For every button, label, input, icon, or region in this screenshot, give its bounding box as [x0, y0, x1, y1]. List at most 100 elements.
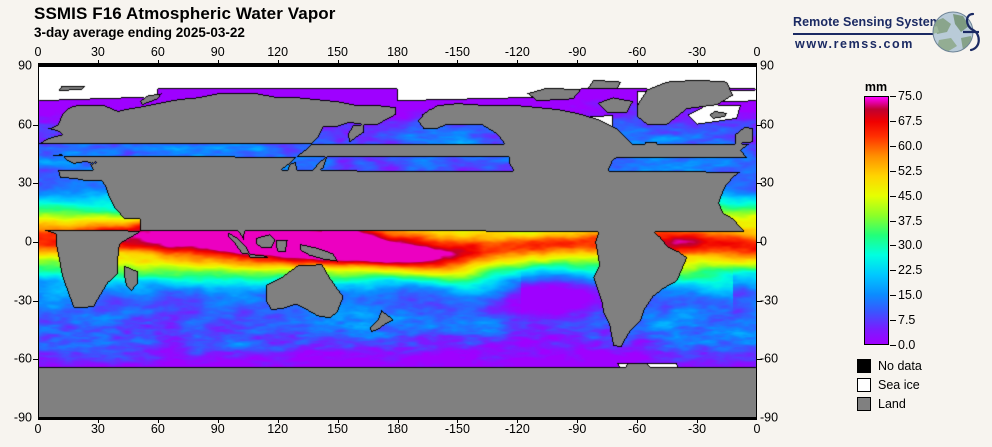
legend-item-sea-ice: Sea ice [857, 376, 922, 394]
x-tick-mark [337, 60, 339, 65]
colorbar-tick-label: 67.5 [898, 113, 923, 128]
title-block: SSMIS F16 Atmospheric Water Vapor 3-day … [34, 4, 336, 41]
y-axis-tick-right: 0 [760, 234, 767, 249]
colorbar-tick-label: 7.5 [898, 313, 916, 328]
water-vapor-field [38, 66, 757, 418]
x-tick-mark [577, 60, 579, 65]
x-tick-mark [277, 60, 279, 65]
y-tick-mark [33, 242, 38, 243]
x-tick-mark [397, 60, 399, 65]
y-tick-mark [757, 300, 762, 302]
x-tick-mark [637, 60, 639, 65]
x-axis-tick-top: -30 [688, 45, 707, 59]
x-axis-tick-bottom: 120 [267, 422, 289, 436]
y-axis-tick-left: 90 [18, 58, 32, 73]
y-axis-tick-right: 60 [760, 117, 774, 132]
map-legend: No data Sea ice Land [857, 357, 922, 414]
x-tick-mark [157, 60, 159, 65]
colorbar-tick-label: 45.0 [898, 188, 923, 203]
colorbar-tick-mark [890, 220, 896, 222]
colorbar-tick-mark [890, 245, 896, 247]
y-axis-tick-left: -90 [13, 410, 32, 425]
no-data-swatch-icon [857, 359, 871, 373]
logo-divider [793, 33, 939, 35]
y-axis-tick-right: -30 [760, 293, 779, 308]
x-axis-tick-bottom: 0 [34, 422, 42, 436]
colorbar-tick-label: 15.0 [898, 288, 923, 303]
sea-ice-swatch-icon [857, 378, 871, 392]
colorbar-tick-mark [890, 345, 896, 346]
colorbar[interactable] [864, 96, 889, 345]
colorbar-tick-mark [890, 195, 896, 197]
colorbar-tick-mark [890, 145, 896, 147]
colorbar-tick-label: 37.5 [898, 213, 923, 228]
x-axis-tick-bottom: -120 [504, 422, 530, 436]
y-tick-mark [33, 183, 38, 185]
x-axis-tick-top: 180 [387, 45, 408, 59]
x-tick-mark [637, 418, 639, 423]
x-tick-mark [97, 60, 99, 65]
x-tick-mark [397, 418, 399, 423]
page-subtitle: 3-day average ending 2025-03-22 [34, 25, 245, 40]
colorbar-tick-label: 52.5 [898, 163, 923, 178]
x-axis-tick-top: 90 [210, 45, 225, 59]
x-axis-tick-top: 0 [34, 45, 42, 59]
x-axis-tick-top: 30 [90, 45, 105, 59]
x-tick-mark [697, 60, 699, 65]
y-axis-tick-right: -90 [760, 410, 779, 425]
y-axis-tick-right: -60 [760, 351, 779, 366]
y-tick-mark [33, 359, 38, 361]
x-axis-tick-bottom: -60 [628, 422, 647, 436]
y-tick-mark [757, 124, 762, 126]
x-axis-tick-bottom: 60 [150, 422, 165, 436]
y-tick-mark [757, 242, 762, 243]
x-axis-tick-bottom: -150 [444, 422, 470, 436]
y-axis-tick-right: 90 [760, 58, 774, 73]
remss-logo: Remote Sensing Systems www.remss.com [793, 6, 983, 58]
globe-icon [929, 6, 983, 63]
y-axis-tick-right: 30 [760, 175, 774, 190]
x-tick-mark [517, 60, 519, 65]
x-tick-mark [157, 418, 159, 423]
y-tick-mark [33, 300, 38, 302]
colorbar-tick-label: 0.0 [898, 338, 916, 352]
colorbar-tick-mark [890, 295, 896, 297]
logo-website: www.remss.com [795, 37, 914, 51]
x-tick-mark [697, 418, 699, 423]
y-axis-tick-left: 60 [18, 117, 32, 132]
colorbar-tick-mark [890, 170, 896, 172]
x-axis-tick-bottom: 150 [327, 422, 349, 436]
x-tick-mark [457, 418, 459, 423]
x-tick-mark [217, 60, 219, 65]
y-axis-tick-left: -60 [13, 351, 32, 366]
legend-label: Land [878, 397, 906, 411]
colorbar-tick-label: 30.0 [898, 238, 923, 253]
x-tick-mark [217, 418, 219, 423]
x-axis-tick-top: -150 [444, 45, 470, 59]
y-tick-mark [33, 124, 38, 126]
x-tick-mark [97, 418, 99, 423]
x-axis-tick-top: -120 [504, 45, 530, 59]
x-tick-mark [517, 418, 519, 423]
x-axis-tick-bottom: -30 [688, 422, 707, 436]
colorbar-tick-mark [890, 270, 896, 272]
colorbar-tick-label: 22.5 [898, 263, 923, 278]
x-axis-tick-top: -60 [628, 45, 647, 59]
x-tick-mark [457, 60, 459, 65]
y-tick-mark [757, 183, 762, 185]
x-axis-tick-bottom: 30 [90, 422, 105, 436]
x-tick-mark [577, 418, 579, 423]
map-plot-area[interactable] [38, 66, 757, 418]
logo-org-name: Remote Sensing Systems [793, 15, 949, 29]
x-axis-tick-top: 150 [327, 45, 349, 59]
colorbar-tick-mark [890, 120, 896, 122]
colorbar-tick-label: 75.0 [898, 89, 923, 103]
x-axis-tick-top: -90 [568, 45, 587, 59]
legend-label: Sea ice [878, 378, 920, 392]
x-tick-mark [337, 418, 339, 423]
x-axis-tick-bottom: 180 [387, 422, 408, 436]
x-tick-mark [277, 418, 279, 423]
y-axis-tick-left: 0 [25, 234, 32, 249]
legend-item-land: Land [857, 395, 922, 413]
